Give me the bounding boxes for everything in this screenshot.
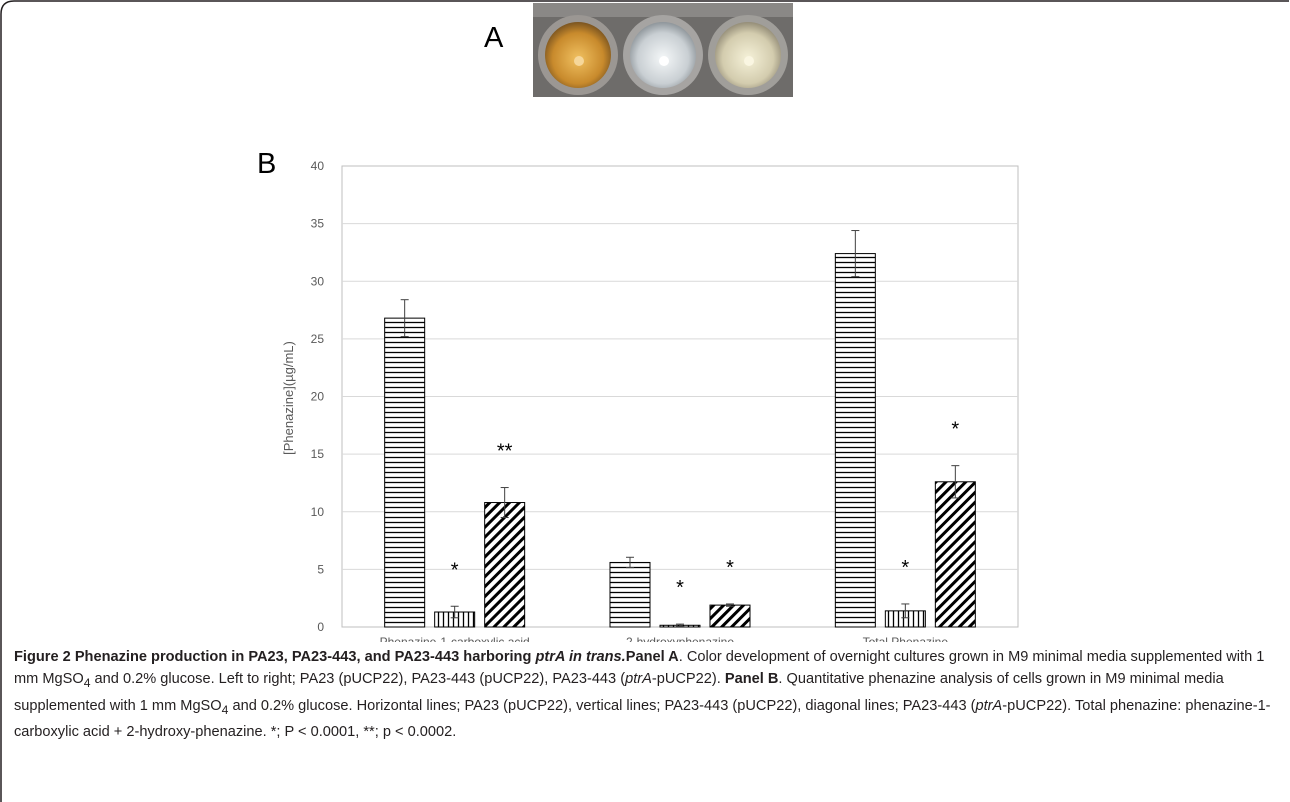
bar-horizontal-0 [384,317,426,628]
bars: ***** ** [384,230,976,628]
well-3 [708,15,788,95]
significance-marker: * [451,559,459,581]
panel-b-label: B [257,148,277,180]
significance-marker: * [676,577,684,599]
caption-panel-b-label: Panel B [724,671,779,688]
bar-diagonal-2 [934,481,976,628]
panel-a-well-photo [533,3,793,97]
y-tick-label: 15 [311,447,325,461]
bar-horizontal-2 [834,253,876,628]
significance-marker: * [726,557,734,579]
x-tick-label: Phenazine-1-carboxylic acid [380,635,530,642]
caption-panel-a-label: Panel A [625,649,679,665]
x-axis-ticks: Phenazine-1-carboxylic acid 2-hydroxyphen… [380,635,949,642]
y-tick-label: 40 [311,159,325,173]
y-tick-label: 10 [311,505,325,519]
panel-a-label: A [484,22,504,54]
bar-diagonal-1 [709,604,751,628]
well-2 [623,15,703,95]
significance-marker: * [901,557,909,579]
bar-diagonal-0 [484,502,526,628]
significance-marker: ** [497,441,513,463]
figure-caption: Figure 2 Phenazine production in PA23, P… [14,649,1271,741]
y-tick-label: 35 [311,217,325,231]
bar-horizontal-1 [609,561,651,628]
well-1 [538,15,618,95]
y-tick-label: 20 [311,390,325,404]
x-tick-label: 2-hydroxyphenazine [626,635,734,642]
y-axis-title: [Phenazine](µg/mL) [281,341,296,455]
caption-title: Figure 2 Phenazine production in PA23, P… [14,649,626,665]
significance-marker: * [951,419,959,441]
y-axis-ticks: 0 5 10 15 20 25 30 35 40 [311,159,325,634]
gridlines [342,223,1018,570]
y-tick-label: 0 [317,620,324,634]
y-tick-label: 30 [311,274,325,288]
x-tick-label: Total Phenazine [863,635,949,642]
y-tick-label: 5 [317,562,324,576]
y-tick-label: 25 [311,332,325,346]
